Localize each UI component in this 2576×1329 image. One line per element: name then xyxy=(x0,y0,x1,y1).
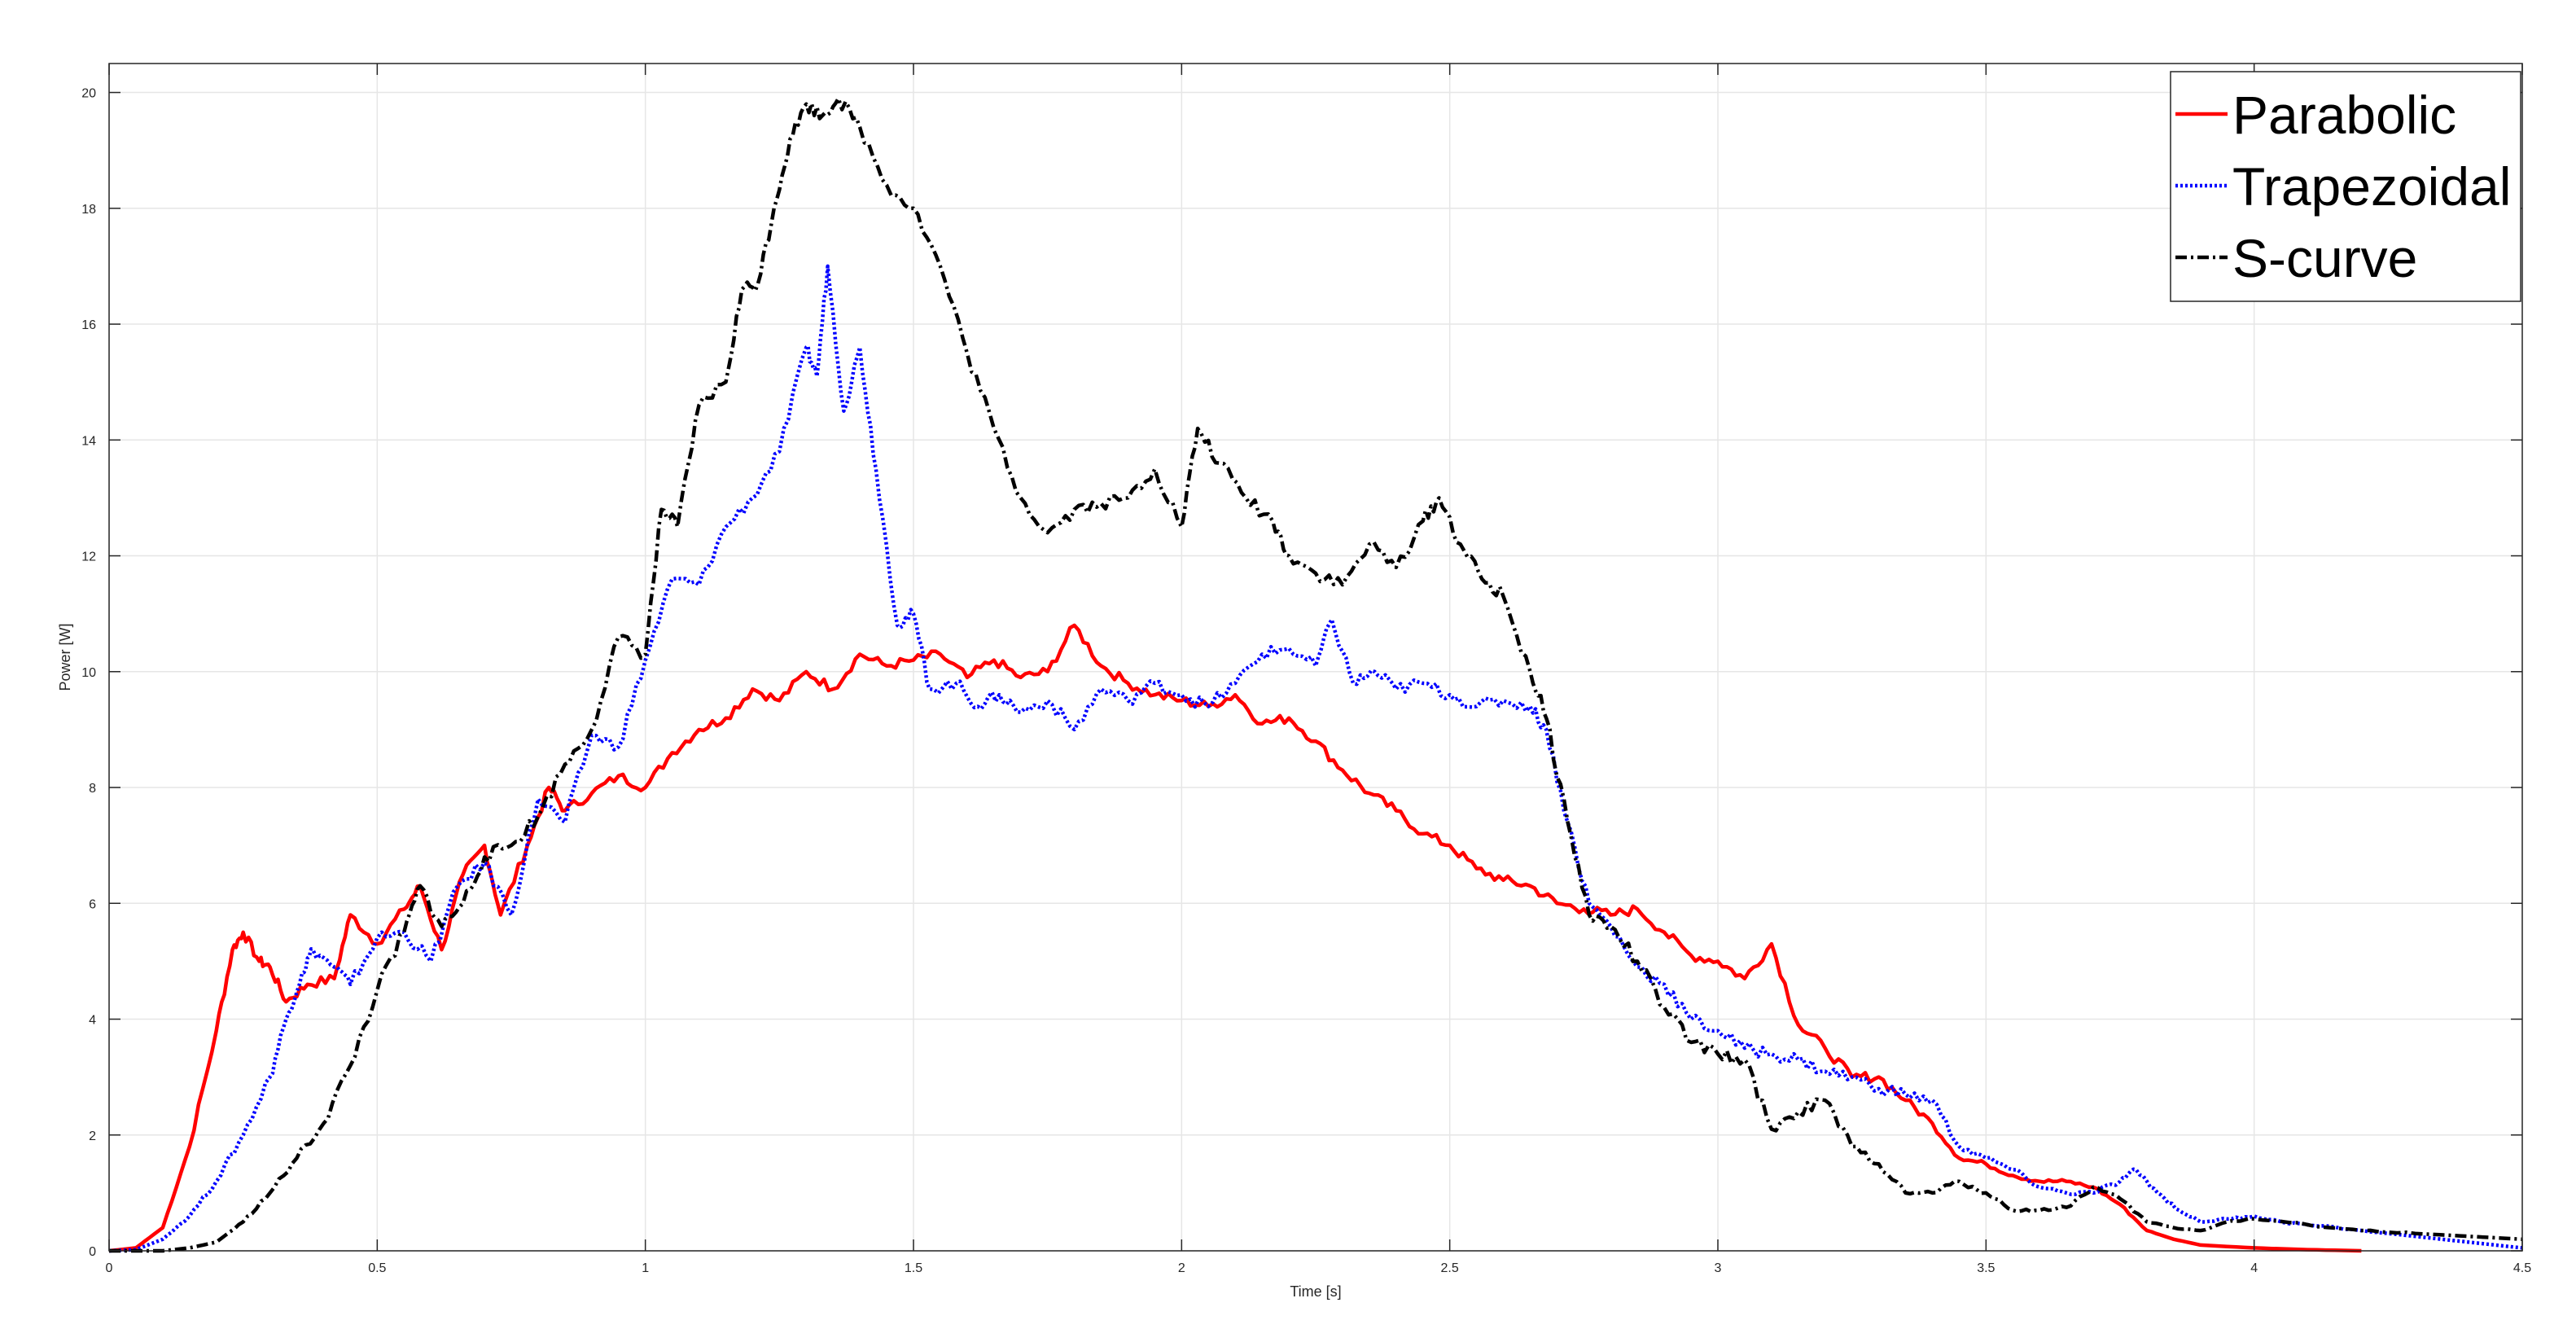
y-tick-label: 0 xyxy=(89,1245,96,1259)
y-tick-label: 12 xyxy=(81,550,96,564)
legend-label: Trapezoidal xyxy=(2232,156,2511,217)
series-lines xyxy=(108,96,2523,1253)
y-tick-label: 14 xyxy=(81,434,96,448)
legend-label: S-curve xyxy=(2232,228,2417,288)
plot-frame xyxy=(108,63,2523,1252)
x-tick-label: 1.5 xyxy=(905,1261,922,1275)
legend-box xyxy=(2170,71,2521,302)
y-tick-label: 10 xyxy=(81,666,96,680)
x-tick-label: 3 xyxy=(1715,1261,1722,1275)
x-axis-label: Time [s] xyxy=(1290,1283,1341,1300)
y-tick-label: 8 xyxy=(89,782,96,796)
legend-label: Parabolic xyxy=(2232,85,2456,145)
y-tick-label: 20 xyxy=(81,87,96,101)
y-axis-label: Power [W] xyxy=(57,623,73,691)
x-tick-label: 1 xyxy=(642,1261,649,1275)
x-tick-label: 0.5 xyxy=(368,1261,386,1275)
x-tick-label: 4.5 xyxy=(2513,1261,2531,1275)
legend: Parabolic Trapezoidal S-curve xyxy=(2170,71,2521,302)
x-tick-label: 3.5 xyxy=(1977,1261,1995,1275)
x-tick-label: 4 xyxy=(2250,1261,2258,1275)
x-tick-label: 2 xyxy=(1178,1261,1185,1275)
y-tick-label: 16 xyxy=(81,318,96,332)
y-tick-label: 2 xyxy=(89,1129,96,1143)
y-tick-label: 4 xyxy=(89,1014,96,1028)
y-tick-label: 18 xyxy=(81,203,96,217)
x-tick-label: 2.5 xyxy=(1441,1261,1459,1275)
series-line-s-curve xyxy=(109,96,2523,1253)
x-tick-label: 0 xyxy=(106,1261,113,1275)
axis-ticks: 0 0.5 1 1.5 2 2.5 3 3.5 4 4.5 0 2 4 6 8 10 12 14 16 18 20 xyxy=(81,64,2531,1275)
series-line-trapezoidal xyxy=(108,264,2523,1253)
y-tick-label: 6 xyxy=(89,897,96,911)
